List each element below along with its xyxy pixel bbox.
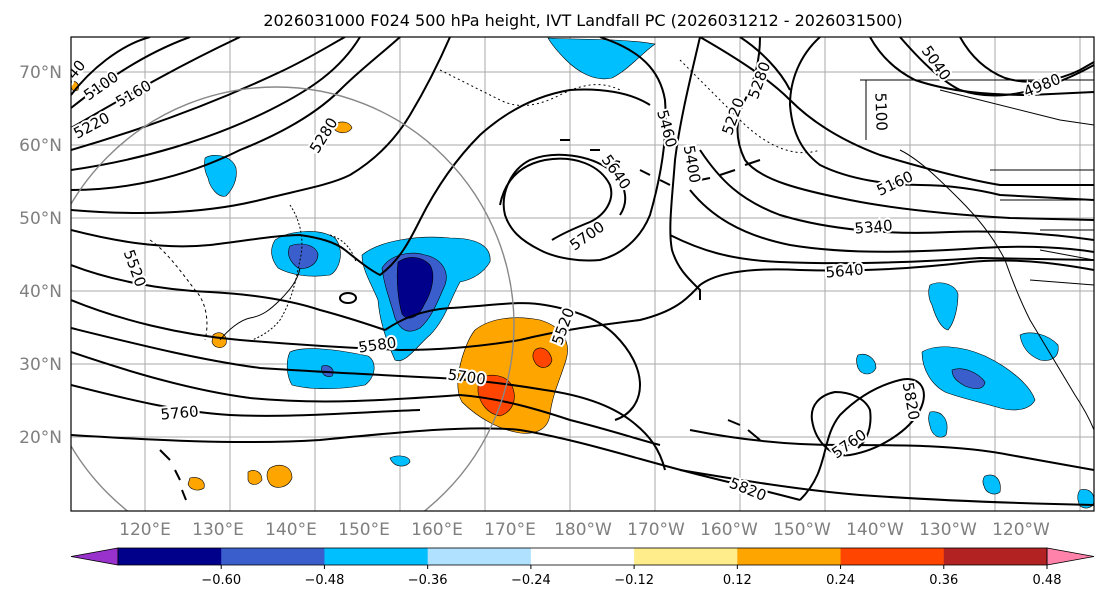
lon-label: 120°E	[119, 520, 171, 540]
colorbar-tick-label: −0.36	[408, 573, 448, 588]
colorbar-segment	[634, 548, 738, 565]
lon-label: 180°W	[554, 520, 612, 540]
colorbar-segment	[221, 548, 325, 565]
colorbar-tick-label: 0.48	[1033, 573, 1062, 588]
colorbar-tick-label: 0.36	[929, 573, 958, 588]
lon-label: 140°E	[265, 520, 317, 540]
lat-label: 70°N	[19, 63, 62, 83]
height-contours	[71, 37, 1094, 506]
ivt-positive-region	[187, 477, 205, 491]
lon-label: 130°W	[919, 520, 977, 540]
ivt-negative-region	[856, 353, 877, 375]
lon-label: 140°W	[846, 520, 904, 540]
lon-label: 160°E	[411, 520, 463, 540]
ivt-negative-region	[928, 282, 959, 331]
ivt-negative-region	[396, 257, 434, 319]
contour-label: 5640	[825, 260, 865, 281]
ivt-negative-region	[1019, 332, 1059, 361]
lon-label: 120°W	[992, 520, 1050, 540]
colorbar-tick-label: −0.60	[201, 573, 241, 588]
ivt-negative-region	[389, 455, 411, 467]
colorbar-tick-label: −0.48	[305, 573, 345, 588]
latitude-labels: 70°N 60°N 50°N 40°N 30°N 20°N	[19, 63, 62, 448]
lat-label: 20°N	[19, 428, 62, 448]
lat-label: 30°N	[19, 355, 62, 375]
lat-label: 60°N	[19, 136, 62, 156]
ivt-negative-region	[1077, 489, 1094, 509]
contour-label: 5760	[160, 402, 200, 423]
colorbar-tick-label: 0.24	[826, 573, 855, 588]
contour-label: 5100	[871, 92, 890, 131]
colorbar-tick-label: −0.12	[614, 573, 654, 588]
ivt-positive-region	[477, 374, 515, 417]
colorbar-frame	[117, 547, 1048, 566]
lon-label: 150°W	[773, 520, 831, 540]
map-border	[70, 36, 1095, 512]
lon-label: 170°W	[627, 520, 685, 540]
map-title: 2026031000 F024 500 hPa height, IVT Land…	[263, 11, 902, 30]
lon-label: 150°E	[338, 520, 390, 540]
colorbar-segment	[943, 548, 1048, 565]
longitude-labels: 120°E 130°E 140°E 150°E 160°E 170°E 180°…	[119, 520, 1050, 540]
colorbar-segment	[118, 548, 222, 565]
contour-label: 5340	[854, 216, 894, 237]
colorbar-segment	[737, 548, 842, 565]
ivt-negative-region	[204, 155, 237, 197]
colorbar-extend-max	[1046, 547, 1095, 566]
ivt-positive-region	[266, 465, 293, 488]
colorbar-segment	[840, 548, 945, 565]
map-area	[71, 37, 1094, 511]
colorbar-segment	[324, 548, 429, 565]
ivt-positive-region	[532, 347, 553, 368]
colorbar-segment	[427, 548, 532, 565]
colorbar-segment	[530, 548, 635, 565]
lat-label: 40°N	[19, 282, 62, 302]
gridlines	[71, 37, 1094, 511]
ivt-positive-region	[334, 121, 353, 134]
region-circle	[71, 86, 515, 511]
colorbar-extend-min	[70, 547, 119, 566]
colorbar: −0.60 −0.48 −0.36 −0.24 −0.12 0.12 0.24 0.36 0.4…	[70, 547, 1095, 588]
colorbar-tick-label: −0.24	[511, 573, 551, 588]
height-contour-closed	[339, 292, 357, 304]
lat-label: 50°N	[19, 209, 62, 229]
ivt-negative-region	[951, 368, 986, 389]
lon-label: 160°W	[700, 520, 758, 540]
colorbar-tick-label: 0.12	[723, 573, 752, 588]
ivt-negative-region	[982, 474, 1001, 495]
ivt-negative-region	[288, 243, 319, 269]
lon-label: 170°E	[484, 520, 536, 540]
ivt-positive-region	[247, 470, 263, 485]
lon-label: 130°E	[192, 520, 244, 540]
ivt-negative-region	[928, 411, 948, 438]
